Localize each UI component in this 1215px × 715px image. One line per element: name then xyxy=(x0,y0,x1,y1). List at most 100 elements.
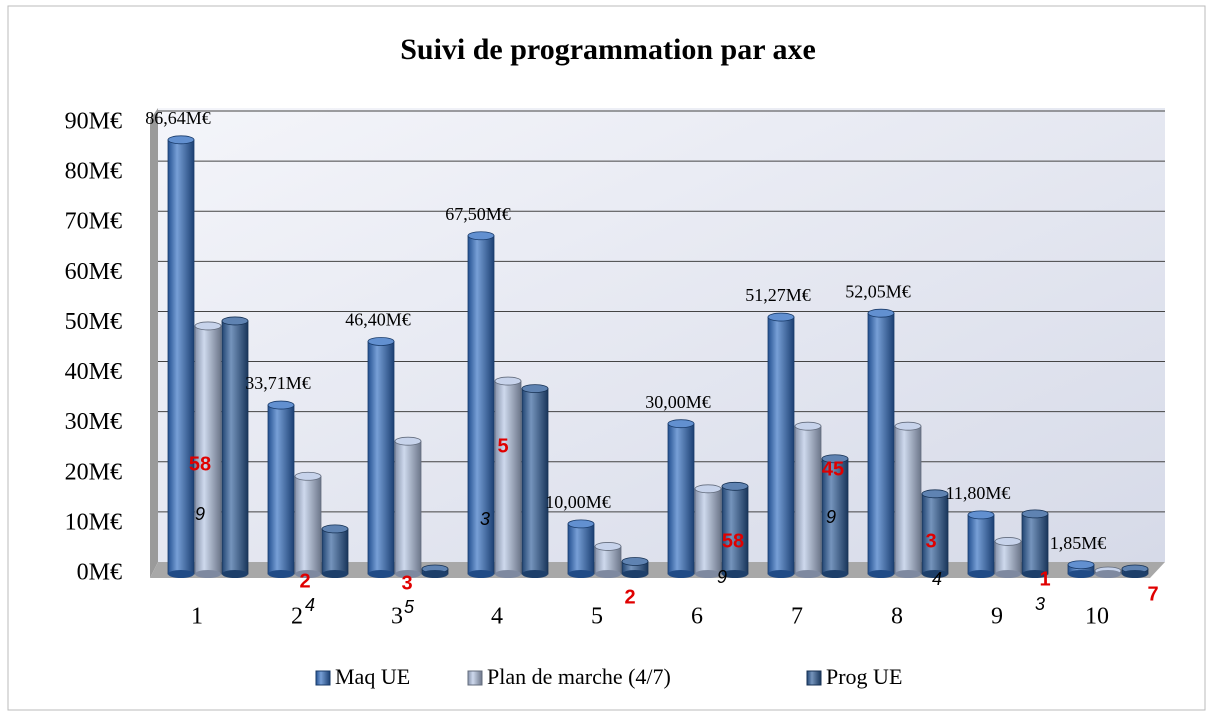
y-tick-label: 30M€ xyxy=(65,409,122,435)
bar-base xyxy=(968,570,994,578)
bar-base xyxy=(368,570,394,578)
bars xyxy=(167,135,1149,578)
bar-top xyxy=(867,308,895,318)
bar-base xyxy=(1022,570,1048,578)
bar-top xyxy=(821,454,849,464)
italic-label: 3 xyxy=(480,509,490,529)
bar-base xyxy=(495,570,521,578)
bar xyxy=(367,341,395,575)
y-tick-label: 50M€ xyxy=(65,309,122,335)
bar-top xyxy=(894,421,922,431)
x-tick-label: 9 xyxy=(991,604,1003,630)
bar-base xyxy=(668,570,694,578)
legend: Maq UE Plan de marche (4/7) Prog UE xyxy=(315,664,902,689)
data-label: 10,00M€ xyxy=(545,492,611,512)
italic-label: 4 xyxy=(932,569,942,589)
bar xyxy=(294,475,322,575)
bar xyxy=(194,325,222,575)
bar xyxy=(394,440,422,575)
bar xyxy=(667,423,695,575)
x-tick-label: 5 xyxy=(591,604,603,630)
bar xyxy=(967,514,995,575)
bar-base xyxy=(822,570,848,578)
x-tick-label: 1 xyxy=(191,604,203,630)
x-tick-label: 3 xyxy=(391,604,403,630)
bar-base xyxy=(568,570,594,578)
bar-top xyxy=(794,421,822,431)
bar-base xyxy=(795,570,821,578)
bar-base xyxy=(1095,570,1121,578)
bar-top xyxy=(394,436,422,446)
bar-base xyxy=(695,570,721,578)
bar-base xyxy=(868,570,894,578)
red-label: 3 xyxy=(925,530,936,552)
bar-base xyxy=(168,570,194,578)
bar-base xyxy=(1122,570,1148,578)
italic-label: 9 xyxy=(195,504,205,524)
data-label: 46,40M€ xyxy=(345,310,411,330)
bar-top xyxy=(921,489,949,499)
red-label: 3 xyxy=(401,572,412,594)
red-label: 7 xyxy=(1147,583,1158,605)
x-tick-label: 8 xyxy=(891,604,903,630)
data-label: 11,80M€ xyxy=(946,483,1011,503)
data-label: 33,71M€ xyxy=(245,373,311,393)
side-wall xyxy=(150,108,158,578)
red-label: 45 xyxy=(822,458,844,480)
bar xyxy=(321,528,349,575)
y-tick-label: 0M€ xyxy=(77,560,122,586)
data-label: 52,05M€ xyxy=(845,281,911,301)
bar-top xyxy=(321,524,349,534)
legend-swatch xyxy=(315,670,331,686)
bar-base xyxy=(195,570,221,578)
y-tick-label: 20M€ xyxy=(65,459,122,485)
legend-label: Maq UE xyxy=(335,664,410,689)
bar-base xyxy=(468,570,494,578)
italic-label: 9 xyxy=(826,507,836,527)
bar-top xyxy=(721,481,749,491)
bar xyxy=(221,320,249,575)
x-tick-label: 6 xyxy=(691,604,703,630)
bar-base xyxy=(395,570,421,578)
x-tick-label: 2 xyxy=(291,604,303,630)
bar-top xyxy=(1021,509,1049,519)
bar-base xyxy=(268,570,294,578)
italic-label: 4 xyxy=(305,595,315,615)
y-tick-label: 70M€ xyxy=(65,209,122,235)
bar xyxy=(521,388,549,575)
legend-label: Prog UE xyxy=(826,664,902,689)
bar-base xyxy=(222,570,248,578)
red-label: 58 xyxy=(189,453,211,475)
italic-label: 5 xyxy=(404,597,415,617)
data-label: 30,00M€ xyxy=(645,392,711,412)
bar xyxy=(994,541,1022,575)
bar xyxy=(867,312,895,575)
bar xyxy=(894,425,922,575)
italic-label: 3 xyxy=(1035,594,1045,614)
legend-swatch xyxy=(467,670,483,686)
data-label: 1,85M€ xyxy=(1050,533,1107,553)
bar-base xyxy=(1068,570,1094,578)
italic-label: 9 xyxy=(717,567,727,587)
bar-top xyxy=(267,400,295,410)
bar-top xyxy=(994,537,1022,546)
x-tick-label: 4 xyxy=(491,604,503,630)
bar-base xyxy=(422,570,448,578)
bar-base xyxy=(722,570,748,578)
bar-top xyxy=(594,542,622,551)
bar-base xyxy=(895,570,921,578)
bar-top xyxy=(167,135,195,145)
grid xyxy=(158,110,1165,513)
bar xyxy=(594,546,622,575)
bar xyxy=(567,523,595,575)
bar-base xyxy=(595,570,621,578)
bar-base xyxy=(768,570,794,578)
x-tick-label: 7 xyxy=(791,604,803,630)
bar-top xyxy=(467,231,495,241)
bar xyxy=(167,139,195,575)
data-label: 67,50M€ xyxy=(445,204,511,224)
bar xyxy=(1021,513,1049,575)
y-tick-label: 80M€ xyxy=(65,159,122,185)
bar xyxy=(794,425,822,575)
